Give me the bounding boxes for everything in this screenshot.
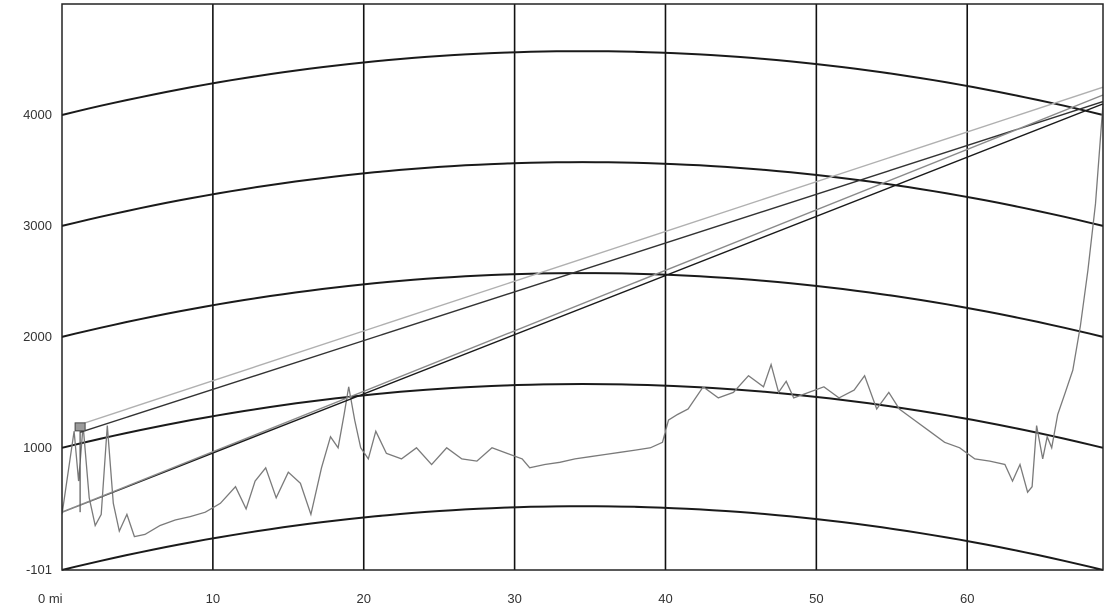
- line-of-sight: [61, 94, 1104, 513]
- tick-layer: 0 mi 10 20 30 40 50 60 -101 1000 2000 3000 4000: [23, 107, 974, 606]
- y-tick-label: 4000: [23, 107, 52, 122]
- line-of-sight: [79, 100, 1104, 433]
- marker-layer: [74, 422, 86, 513]
- x-tick-label: 20: [357, 591, 371, 606]
- series-layer: [61, 86, 1104, 538]
- plot-frame: [61, 3, 1104, 571]
- y-tick-label: -101: [26, 562, 52, 577]
- x-tick-label: 10: [206, 591, 220, 606]
- curvature-line: [61, 272, 1104, 338]
- y-tick-label: 2000: [23, 329, 52, 344]
- x-tick-label: 50: [809, 591, 823, 606]
- x-tick-label: 30: [507, 591, 521, 606]
- curvature-layer: [61, 50, 1104, 571]
- terrain-profile-line: [61, 103, 1104, 538]
- station-marker: [74, 422, 86, 432]
- curvature-line: [61, 50, 1104, 116]
- grid-layer: [212, 4, 969, 570]
- x-tick-label: 40: [658, 591, 672, 606]
- line-of-sight: [79, 86, 1104, 426]
- x-tick-label: 60: [960, 591, 974, 606]
- curvature-line: [61, 382, 1104, 449]
- x-tick-label: 0 mi: [38, 591, 63, 606]
- line-of-sight: [61, 103, 1104, 513]
- curvature-line: [61, 505, 1104, 571]
- y-tick-label: 1000: [23, 440, 52, 455]
- y-tick-label: 3000: [23, 218, 52, 233]
- curvature-line: [61, 161, 1104, 227]
